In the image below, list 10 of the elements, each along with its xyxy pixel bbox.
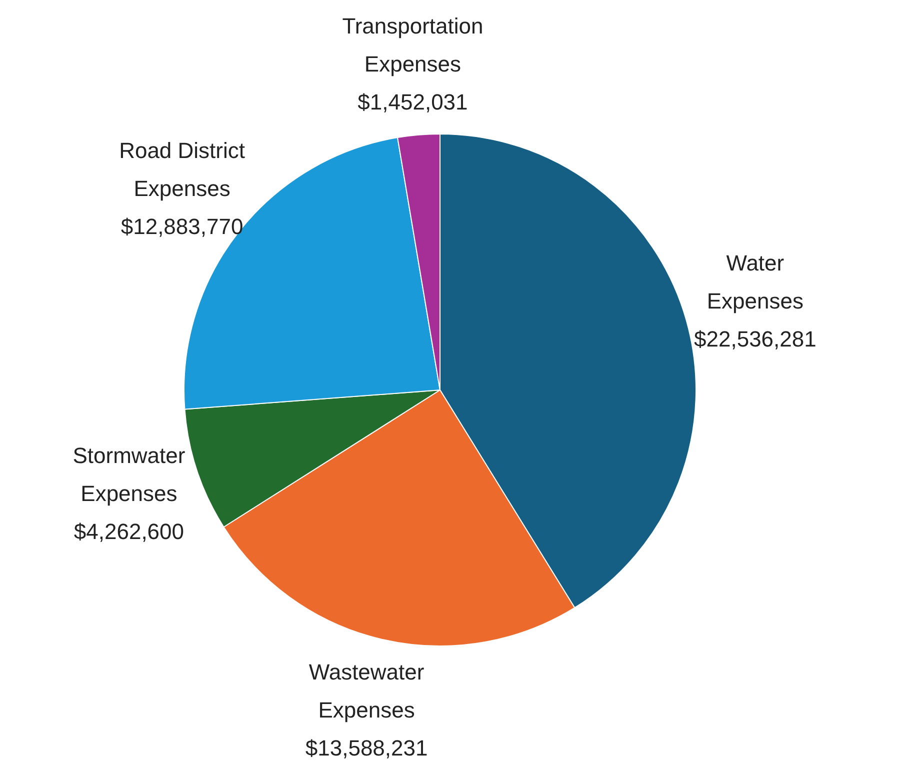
slice-label: Wastewater Expenses bbox=[308, 659, 424, 722]
data-label: $4,262,600 bbox=[74, 519, 184, 544]
data-label: $22,536,281 bbox=[694, 326, 816, 352]
slice-label: Road District Expenses bbox=[119, 138, 245, 201]
slice-label: Water Expenses bbox=[706, 250, 804, 314]
slice-label: Stormwater Expenses bbox=[72, 443, 186, 506]
data-label: $13,588,231 bbox=[305, 735, 428, 760]
data-label: $12,883,770 bbox=[120, 214, 244, 239]
slice-label: Transportation Expenses bbox=[342, 13, 484, 76]
data-label: $1,452,031 bbox=[358, 89, 468, 114]
